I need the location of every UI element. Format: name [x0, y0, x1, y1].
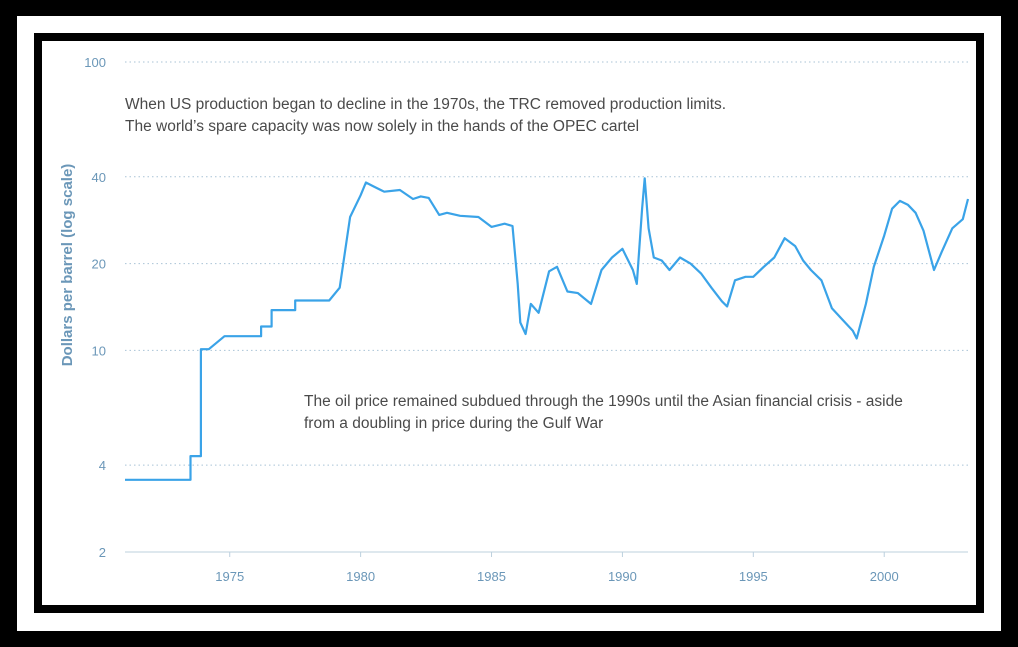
annotation-1: When US production began to decline in t… [125, 94, 726, 138]
chart-background [42, 41, 976, 605]
annotation-2-line-2: from a doubling in price during the Gulf… [304, 415, 604, 432]
y-tick-labels: 2 4 10 20 40 100 [84, 55, 106, 560]
x-tick-label-1980: 1980 [346, 569, 375, 584]
y-axis-label: Dollars per barrel (log scale) [59, 164, 76, 367]
y-tick-label-100: 100 [84, 55, 106, 70]
annotation-1-line-1: When US production began to decline in t… [125, 96, 727, 113]
y-tick-label-4: 4 [99, 458, 106, 473]
annotation-2: The oil price remained subdued through t… [304, 391, 903, 435]
x-tick-label-1975: 1975 [215, 569, 244, 584]
x-tick-labels: 1975 1980 1985 1990 1995 2000 [215, 569, 898, 584]
x-tick-label-1985: 1985 [477, 569, 506, 584]
oil-price-series-line [125, 177, 970, 481]
x-axis [125, 551, 968, 557]
x-tick-label-1990: 1990 [608, 569, 637, 584]
y-tick-label-10: 10 [92, 343, 106, 358]
x-tick-label-2000: 2000 [870, 569, 899, 584]
annotation-1-line-2: The world’s spare capacity was now solel… [125, 118, 640, 135]
y-tick-label-20: 20 [92, 257, 106, 272]
annotation-2-line-1: The oil price remained subdued through t… [304, 393, 903, 410]
y-tick-label-40: 40 [92, 170, 106, 185]
y-tick-label-2: 2 [99, 545, 106, 560]
x-tick-label-1995: 1995 [739, 569, 768, 584]
gridlines [125, 61, 968, 466]
